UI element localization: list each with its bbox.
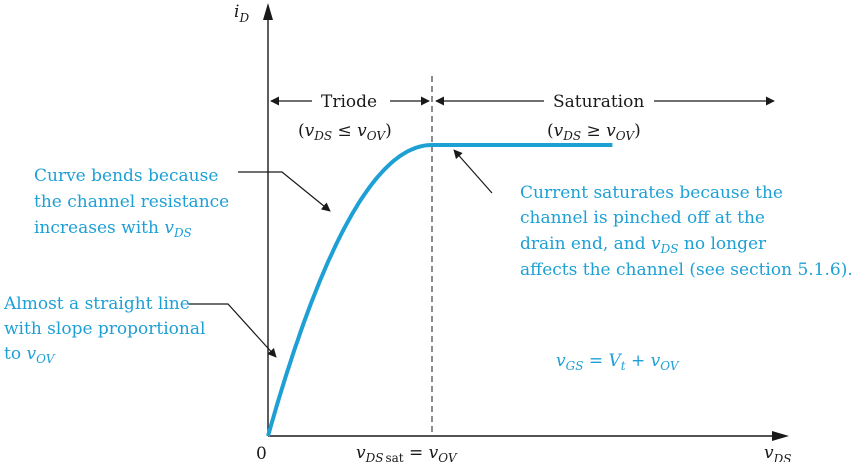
triode-condition: (vDS ≤ vOV)	[298, 121, 392, 143]
saturate-leader-line	[453, 149, 493, 194]
origin-label: 0	[256, 444, 267, 462]
y-axis-arrowhead	[263, 3, 273, 20]
triode-label: Triode	[321, 92, 377, 112]
straight-line-annotation: Almost a straight line with slope propor…	[3, 294, 211, 366]
straight-leader-line	[188, 303, 277, 358]
x-axis-arrowhead	[772, 431, 789, 441]
y-axis-label: iD	[234, 2, 249, 25]
saturation-label: Saturation	[553, 92, 644, 112]
saturation-annotation: Current saturates because the channel is…	[520, 183, 853, 280]
saturation-condition: (vDS ≥ vOV)	[547, 121, 641, 143]
vgs-equation: vGS = Vt + vOV	[556, 351, 680, 373]
vds-sat-tick-label: vDS sat = vOV	[356, 443, 458, 462]
bend-leader-line	[238, 171, 331, 212]
bend-annotation: Curve bends because the channel resistan…	[34, 166, 235, 240]
x-axis-label: vDS	[764, 443, 791, 462]
id-vds-curve	[266, 143, 613, 437]
